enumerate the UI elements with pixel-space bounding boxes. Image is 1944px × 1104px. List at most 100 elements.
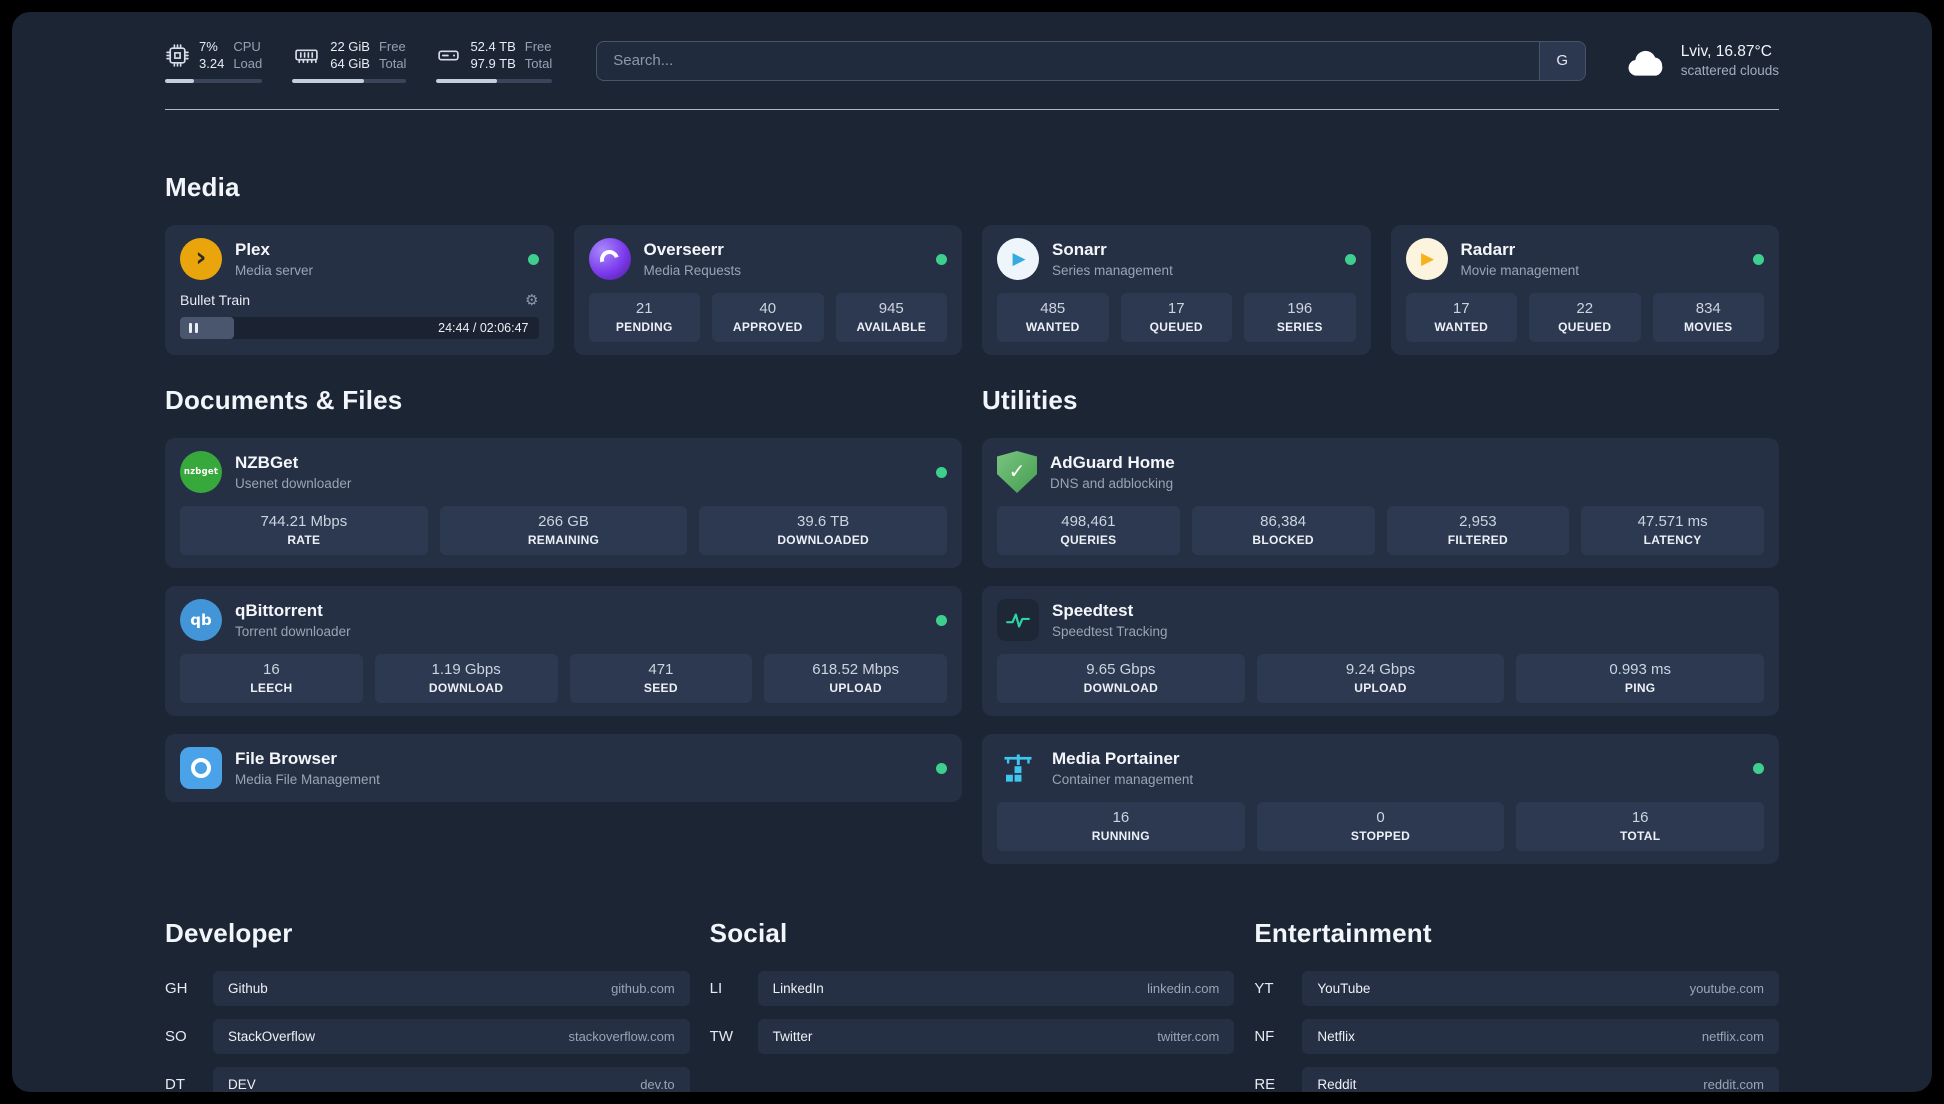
bookmark-stackoverflow: SO StackOverflow stackoverflow.com <box>165 1019 690 1054</box>
app-card-nzbget[interactable]: nzbget NZBGet Usenet downloader 744.21 M… <box>165 438 962 568</box>
stat-series: 196 SERIES <box>1244 293 1356 342</box>
qbittorrent-logo-text: qb <box>190 611 212 629</box>
stat-available: 945 AVAILABLE <box>835 293 947 342</box>
app-card-overseerr[interactable]: Overseerr Media Requests 21 PENDING 40 A… <box>573 225 962 355</box>
stat-queued: 22 QUEUED <box>1529 293 1641 342</box>
search-box: G <box>596 40 1586 81</box>
app-card-speedtest[interactable]: Speedtest Speedtest Tracking 9.65 Gbps D… <box>982 586 1779 716</box>
status-indicator <box>936 466 947 478</box>
app-name: File Browser <box>235 749 338 768</box>
app-card-sonarr[interactable]: ▶ Sonarr Series management 485 WANTED <box>982 225 1371 355</box>
bookmark-link-dev[interactable]: DEV dev.to <box>213 1067 690 1092</box>
stat-label: DOWNLOAD <box>428 681 504 695</box>
playback-progress-bar[interactable]: 24:44 / 02:06:47 <box>180 317 539 339</box>
stat-downloaded: 39.6 TB DOWNLOADED <box>699 506 948 555</box>
cpu-icon <box>165 43 190 68</box>
ram-total-value: 64 GiB <box>330 56 370 71</box>
stat-label: MOVIES <box>1684 320 1733 334</box>
cpu-metric: 7% 3.24 CPU Load <box>165 38 263 83</box>
bookmark-url: twitter.com <box>1157 1029 1220 1044</box>
status-indicator <box>1753 253 1764 265</box>
stat-value: 47.571 ms <box>1637 513 1708 530</box>
app-desc: Series management <box>1052 263 1173 278</box>
stat-label: PING <box>1624 681 1656 695</box>
bookmark-abbr: SO <box>165 1028 187 1045</box>
stat-label: SERIES <box>1276 320 1323 334</box>
filebrowser-icon <box>180 747 222 789</box>
bookmark-group-social: Social LI LinkedIn linkedin.com TW Twitt… <box>710 918 1235 1067</box>
bookmark-link-netflix[interactable]: Netflix netflix.com <box>1302 1019 1779 1054</box>
overseerr-swirl-icon <box>596 246 623 272</box>
app-card-adguard[interactable]: ✓ AdGuard Home DNS and adblocking 498,46… <box>982 438 1779 568</box>
search-input[interactable] <box>597 41 1539 80</box>
pause-icon[interactable] <box>189 323 198 333</box>
stat-rate: 744.21 Mbps RATE <box>180 506 428 555</box>
section-title-social: Social <box>709 918 788 948</box>
stat-label: QUERIES <box>1060 533 1117 547</box>
stat-movies: 834 MOVIES <box>1652 293 1764 342</box>
bookmark-link-linkedin[interactable]: LinkedIn linkedin.com <box>757 971 1235 1006</box>
topbar-divider <box>165 109 1779 110</box>
disk-total-value: 97.9 TB <box>470 56 516 71</box>
app-name: Media Portainer <box>1052 749 1180 768</box>
stat-latency: 47.571 ms LATENCY <box>1581 506 1764 555</box>
disk-label-top: Free <box>524 39 552 54</box>
app-card-portainer[interactable]: Media Portainer Container management 16 … <box>982 734 1779 864</box>
app-card-qbittorrent[interactable]: qb qBittorrent Torrent downloader 16 <box>165 586 962 716</box>
app-name: Radarr <box>1460 240 1516 259</box>
bookmark-linkedin: LI LinkedIn linkedin.com <box>710 971 1235 1006</box>
stat-wanted: 17 WANTED <box>1405 293 1517 342</box>
adguard-shield-icon: ✓ <box>997 451 1037 493</box>
bookmark-link-reddit[interactable]: Reddit reddit.com <box>1302 1067 1779 1092</box>
search-engine-button[interactable]: G <box>1538 41 1585 80</box>
stat-seed: 471 SEED <box>569 654 753 703</box>
stat-value: 945 <box>878 300 904 317</box>
speedtest-icon <box>997 599 1039 641</box>
weather-widget: Lviv, 16.87°C scattered clouds <box>1624 42 1779 80</box>
stat-label: UPLOAD <box>1354 681 1407 695</box>
bookmark-link-github[interactable]: Github github.com <box>213 971 690 1006</box>
app-card-filebrowser[interactable]: File Browser Media File Management <box>165 734 962 802</box>
bookmark-group-entertainment: Entertainment YT YouTube youtube.com NF … <box>1254 918 1779 1092</box>
bookmark-abbr: RE <box>1254 1076 1276 1092</box>
stat-value: 1.19 Gbps <box>431 661 501 678</box>
bookmark-link-stackoverflow[interactable]: StackOverflow stackoverflow.com <box>213 1019 690 1054</box>
app-name: qBittorrent <box>235 601 323 620</box>
bookmark-name: DEV <box>228 1077 256 1092</box>
search-area: G <box>596 40 1586 81</box>
portainer-crane-icon <box>997 747 1039 789</box>
sonarr-icon: ▶ <box>997 238 1039 280</box>
app-desc: Media server <box>235 263 314 278</box>
bookmark-abbr: YT <box>1254 980 1274 997</box>
system-metrics: 7% 3.24 CPU Load <box>165 38 553 83</box>
stat-value: 266 GB <box>538 513 589 530</box>
app-card-radarr[interactable]: ▶ Radarr Movie management 17 WANTED <box>1390 225 1779 355</box>
stat-label: QUEUED <box>1558 320 1612 334</box>
stat-label: RUNNING <box>1091 829 1150 843</box>
bookmark-abbr: LI <box>709 980 723 997</box>
app-name: Speedtest <box>1052 601 1134 620</box>
disk-icon <box>436 43 461 68</box>
stat-value: 618.52 Mbps <box>812 661 899 678</box>
bookmark-reddit: RE Reddit reddit.com <box>1254 1067 1779 1092</box>
status-indicator <box>936 762 947 774</box>
app-desc: Usenet downloader <box>235 476 352 491</box>
bookmark-url: youtube.com <box>1689 981 1764 996</box>
app-desc: Torrent downloader <box>235 624 351 639</box>
bookmark-github: GH Github github.com <box>165 971 690 1006</box>
bookmark-link-youtube[interactable]: YouTube youtube.com <box>1302 971 1779 1006</box>
stat-queries: 498,461 QUERIES <box>997 506 1180 555</box>
bookmark-link-twitter[interactable]: Twitter twitter.com <box>757 1019 1235 1054</box>
gear-icon[interactable]: ⚙ <box>525 291 539 309</box>
stat-value: 485 <box>1040 300 1066 317</box>
cpu-load-value: 3.24 <box>199 56 225 71</box>
cpu-usage-bar <box>165 79 263 83</box>
stat-value: 16 <box>1631 809 1649 826</box>
cpu-label-top: CPU <box>233 39 261 54</box>
app-card-plex[interactable]: › Plex Media server Bullet Train ⚙ <box>165 225 554 355</box>
filebrowser-circle-icon <box>191 758 211 778</box>
status-indicator <box>527 253 539 265</box>
stat-value: 0 <box>1376 809 1385 826</box>
section-utilities: Utilities ✓ AdGuard Home DNS and adblock… <box>982 385 1779 864</box>
stat-download: 1.19 Gbps DOWNLOAD <box>374 654 558 703</box>
